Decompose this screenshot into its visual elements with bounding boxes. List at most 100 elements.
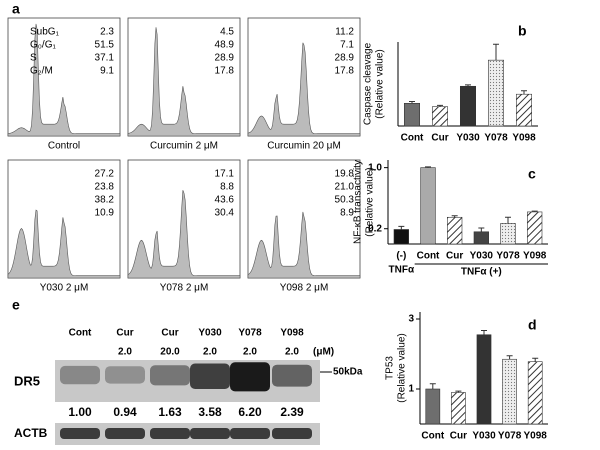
bar (487, 59, 504, 127)
panel-caption: Curcumin 2 μM (150, 141, 218, 152)
x-tick-label: Cur (431, 133, 448, 144)
bar (527, 211, 543, 245)
error-bar (437, 104, 443, 107)
actb-band (105, 428, 145, 439)
y-axis-label: NF-κB transactivity (353, 160, 364, 244)
ratio: 1.00 (68, 405, 92, 419)
panel-caption: Y078 2 μM (160, 283, 209, 294)
lane-label: Cur (161, 328, 178, 339)
ratio: 0.94 (113, 405, 137, 419)
row-label: DR5 (14, 373, 40, 388)
error-bar (455, 390, 462, 393)
phase-value: 43.6 (215, 195, 235, 206)
y-tick-label: 3 (408, 314, 414, 325)
error-bar (521, 90, 527, 95)
x-tick-label: Y098 (524, 431, 548, 442)
error-bar (532, 357, 539, 362)
dose-label: 2.0 (118, 347, 132, 358)
bar (393, 229, 409, 245)
x-tick-label: Y030 (456, 133, 480, 144)
x-tick-label: Y078 (484, 133, 508, 144)
panel-caption: Curcumin 20 μM (267, 141, 341, 152)
x-tick-label: Y098 (523, 251, 547, 262)
y-tick-label: 0.2 (368, 223, 382, 234)
phase-value: 21.0 (335, 182, 355, 193)
group-label: TNFα (+) (461, 267, 502, 278)
bar (476, 334, 492, 425)
x-tick-label: (-) (396, 251, 406, 262)
panel-caption: Y098 2 μM (280, 283, 329, 294)
panel-letter: a (12, 1, 20, 17)
ratio: 3.58 (198, 405, 222, 419)
bar (527, 361, 543, 425)
phase-value: 2.3 (100, 27, 114, 38)
phase-label: G₀/G₁ (30, 40, 56, 51)
error-bar (531, 210, 538, 212)
ratio: 1.63 (158, 405, 182, 419)
ratio: 6.20 (238, 405, 262, 419)
histogram (127, 190, 241, 279)
phase-value: 28.9 (335, 53, 355, 64)
phase-label: G₂/M (30, 66, 53, 77)
dose-unit: (μM) (313, 347, 334, 358)
phase-value: 17.8 (335, 66, 355, 77)
error-bar (481, 330, 487, 335)
error-bar (398, 225, 405, 230)
error-bar (465, 84, 471, 87)
dose-label: 2.0 (203, 347, 217, 358)
lane-label: Y030 (198, 328, 222, 339)
bar (447, 216, 463, 245)
phase-value: 30.4 (215, 208, 235, 219)
marker-label: 50kDa (333, 367, 363, 378)
panel-caption: Y030 2 μM (40, 283, 89, 294)
dr5-band (272, 364, 312, 387)
y-axis-label: (Relative value) (397, 333, 408, 402)
x-tick-label: Cur (446, 251, 463, 262)
actb-band (150, 428, 190, 439)
error-bar (409, 100, 415, 104)
panel-letter: c (528, 166, 536, 182)
dr5-band (105, 366, 145, 384)
bar (515, 93, 532, 127)
y-axis-label: Caspase cleavage (363, 42, 374, 125)
actb-band (190, 428, 230, 439)
x-tick-label: Y078 (498, 431, 522, 442)
phase-value: 19.8 (335, 169, 355, 180)
dose-label: 2.0 (285, 347, 299, 358)
bar (431, 106, 448, 127)
phase-value: 37.1 (95, 53, 115, 64)
panel-caption: Control (48, 141, 80, 152)
histogram (7, 23, 121, 137)
x-tick-label: Y030 (472, 431, 496, 442)
phase-value: 8.8 (220, 182, 234, 193)
x-tick-label: Y078 (496, 251, 520, 262)
phase-value: 38.2 (95, 195, 115, 206)
dose-label: 2.0 (243, 347, 257, 358)
phase-value: 9.1 (100, 66, 114, 77)
dose-label: 20.0 (160, 347, 180, 358)
panel-letter: e (12, 297, 20, 313)
phase-value: 8.9 (340, 208, 354, 219)
ratio: 2.39 (280, 405, 304, 419)
bar (420, 167, 436, 245)
phase-label: SubG₁ (30, 27, 60, 38)
phase-value: 50.3 (335, 195, 355, 206)
x-tick-label: Y098 (512, 133, 536, 144)
error-bar (429, 383, 436, 389)
phase-value: 11.2 (335, 27, 354, 38)
phase-value: 7.1 (340, 40, 354, 51)
dr5-band (60, 365, 100, 385)
phase-value: 4.5 (220, 27, 234, 38)
dr5-band (190, 363, 230, 389)
histogram (7, 209, 121, 279)
row-label: ACTB (14, 426, 48, 440)
phase-value: 27.2 (95, 169, 115, 180)
phase-value: 51.5 (95, 40, 115, 51)
bar (451, 392, 466, 425)
bar (425, 388, 441, 425)
phase-value: 23.8 (95, 182, 115, 193)
error-bar (505, 216, 511, 224)
error-bar (493, 43, 499, 61)
dr5-band (150, 365, 190, 386)
